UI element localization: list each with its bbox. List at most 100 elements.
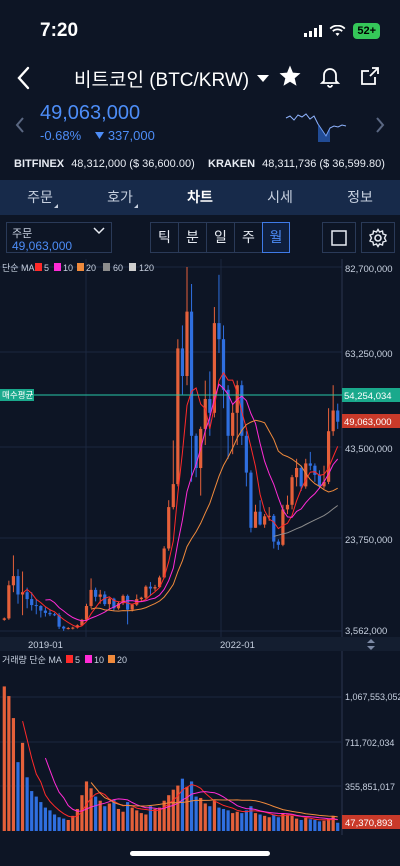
volume-bar xyxy=(34,796,38,831)
y-tick-label: 43,500,000 xyxy=(345,444,393,455)
down-triangle-icon xyxy=(95,132,105,139)
period-month[interactable]: 월 xyxy=(262,222,290,253)
resize-handle-icon[interactable] xyxy=(367,639,375,650)
candle-body xyxy=(336,410,340,422)
current-price-tag xyxy=(342,414,400,428)
chart-settings-button[interactable] xyxy=(361,222,395,253)
candle-body xyxy=(39,605,43,611)
candle-body xyxy=(148,586,153,589)
volume-bar xyxy=(199,797,203,831)
ma20-swatch xyxy=(77,263,84,271)
candle-body xyxy=(52,614,57,616)
volume-bar xyxy=(249,806,253,831)
period-minute[interactable]: 분 xyxy=(178,222,206,253)
volume-bar xyxy=(240,813,244,831)
candle-body xyxy=(84,605,89,620)
volume-bar xyxy=(43,807,47,831)
ma10-line xyxy=(45,383,339,622)
volume-bar xyxy=(94,796,98,831)
period-day[interactable]: 일 xyxy=(206,222,234,253)
candle-body xyxy=(89,589,93,606)
back-icon[interactable] xyxy=(12,64,36,92)
candle-body xyxy=(130,604,134,610)
volume-bar xyxy=(276,817,280,831)
tab-orderbook[interactable]: 호가 xyxy=(80,180,160,215)
candle-body xyxy=(20,592,25,595)
volume-bar xyxy=(281,813,285,831)
ma20-label: 20 xyxy=(86,263,96,273)
candle-body xyxy=(75,625,79,628)
ma-legend-label: 단순 MA xyxy=(2,263,35,273)
tab-order[interactable]: 주문 xyxy=(0,180,80,215)
candle-body xyxy=(208,399,212,413)
candle-body xyxy=(167,507,171,549)
candle-body xyxy=(121,595,125,604)
vol-y-tick-label: 711,702,034 xyxy=(345,738,394,748)
vol-y-tick-label: 1,067,553,052 xyxy=(345,692,400,702)
vol-ma20-swatch xyxy=(108,655,115,663)
volume-bar xyxy=(295,818,299,831)
volume-bar xyxy=(116,808,121,831)
volume-bar xyxy=(135,810,139,831)
volume-bar xyxy=(30,791,34,831)
candle-body xyxy=(295,468,299,478)
avg-buy-value-tag xyxy=(342,388,400,402)
price-chart[interactable]: 단순 MA 5 10 20 60 120 82,700,000 63,250,0… xyxy=(0,259,400,835)
next-chevron-icon[interactable] xyxy=(374,116,386,134)
header-actions xyxy=(278,64,382,88)
volume-bar xyxy=(326,818,331,831)
period-week[interactable]: 주 xyxy=(234,222,262,253)
volume-bar xyxy=(107,803,111,831)
period-tick[interactable]: 틱 xyxy=(150,222,178,253)
volume-bar xyxy=(231,813,235,831)
volume-bar xyxy=(98,800,102,831)
candle-body xyxy=(281,509,285,545)
order-price-selector[interactable]: 주문 49,063,000 xyxy=(6,222,112,253)
status-time: 7:20 xyxy=(40,20,79,41)
volume-bar xyxy=(20,742,25,831)
fullscreen-button[interactable] xyxy=(322,222,356,253)
volume-bar xyxy=(112,799,116,831)
volume-bar xyxy=(80,795,84,831)
caret-down-icon xyxy=(257,74,270,82)
price-summary: 49,063,000 -0.68% 337,000 xyxy=(0,100,400,152)
volume-bar xyxy=(162,800,166,831)
ma60-label: 60 xyxy=(113,263,123,273)
volume-bar xyxy=(153,808,157,831)
tab-info[interactable]: 정보 xyxy=(347,189,373,205)
volume-bar xyxy=(89,788,93,831)
main-tabs: 주문 호가 차트 시세 정보 xyxy=(0,180,400,215)
volume-bar xyxy=(258,814,262,831)
share-icon[interactable] xyxy=(358,64,382,88)
volume-bar xyxy=(126,802,130,831)
prev-chevron-icon[interactable] xyxy=(14,116,26,134)
tab-chart[interactable]: 차트 xyxy=(187,189,213,205)
ma120-swatch xyxy=(129,263,136,271)
avg-buy-value: 54,254,034 xyxy=(344,391,392,402)
candle-body xyxy=(313,465,317,475)
tab-trades[interactable]: 시세 xyxy=(267,189,293,205)
ma-legend: 단순 MA 5 10 20 60 120 xyxy=(2,263,154,273)
avg-buy-label: 매수평균 xyxy=(2,390,33,400)
star-icon[interactable] xyxy=(278,64,302,88)
coin-selector[interactable]: 비트코인 (BTC/KRW) xyxy=(74,65,270,92)
candle-body xyxy=(217,323,221,340)
candle-body xyxy=(112,598,116,609)
ma60-line xyxy=(273,505,338,537)
volume-bar xyxy=(84,781,89,831)
candle-body xyxy=(107,598,111,605)
candle-body xyxy=(322,481,326,487)
candle-body xyxy=(80,619,84,626)
bell-icon[interactable] xyxy=(318,64,342,88)
candle-body xyxy=(153,587,157,589)
candle-body xyxy=(144,586,148,598)
candle-body xyxy=(212,323,216,413)
candle-body xyxy=(11,576,16,586)
change-percent: -0.68% xyxy=(40,128,82,143)
volume-bar xyxy=(267,817,271,831)
candle-body xyxy=(34,605,38,607)
mini-price-chart xyxy=(285,113,347,142)
volume-bar xyxy=(75,808,79,831)
candle-body xyxy=(185,311,189,377)
volume-bar xyxy=(11,718,16,831)
